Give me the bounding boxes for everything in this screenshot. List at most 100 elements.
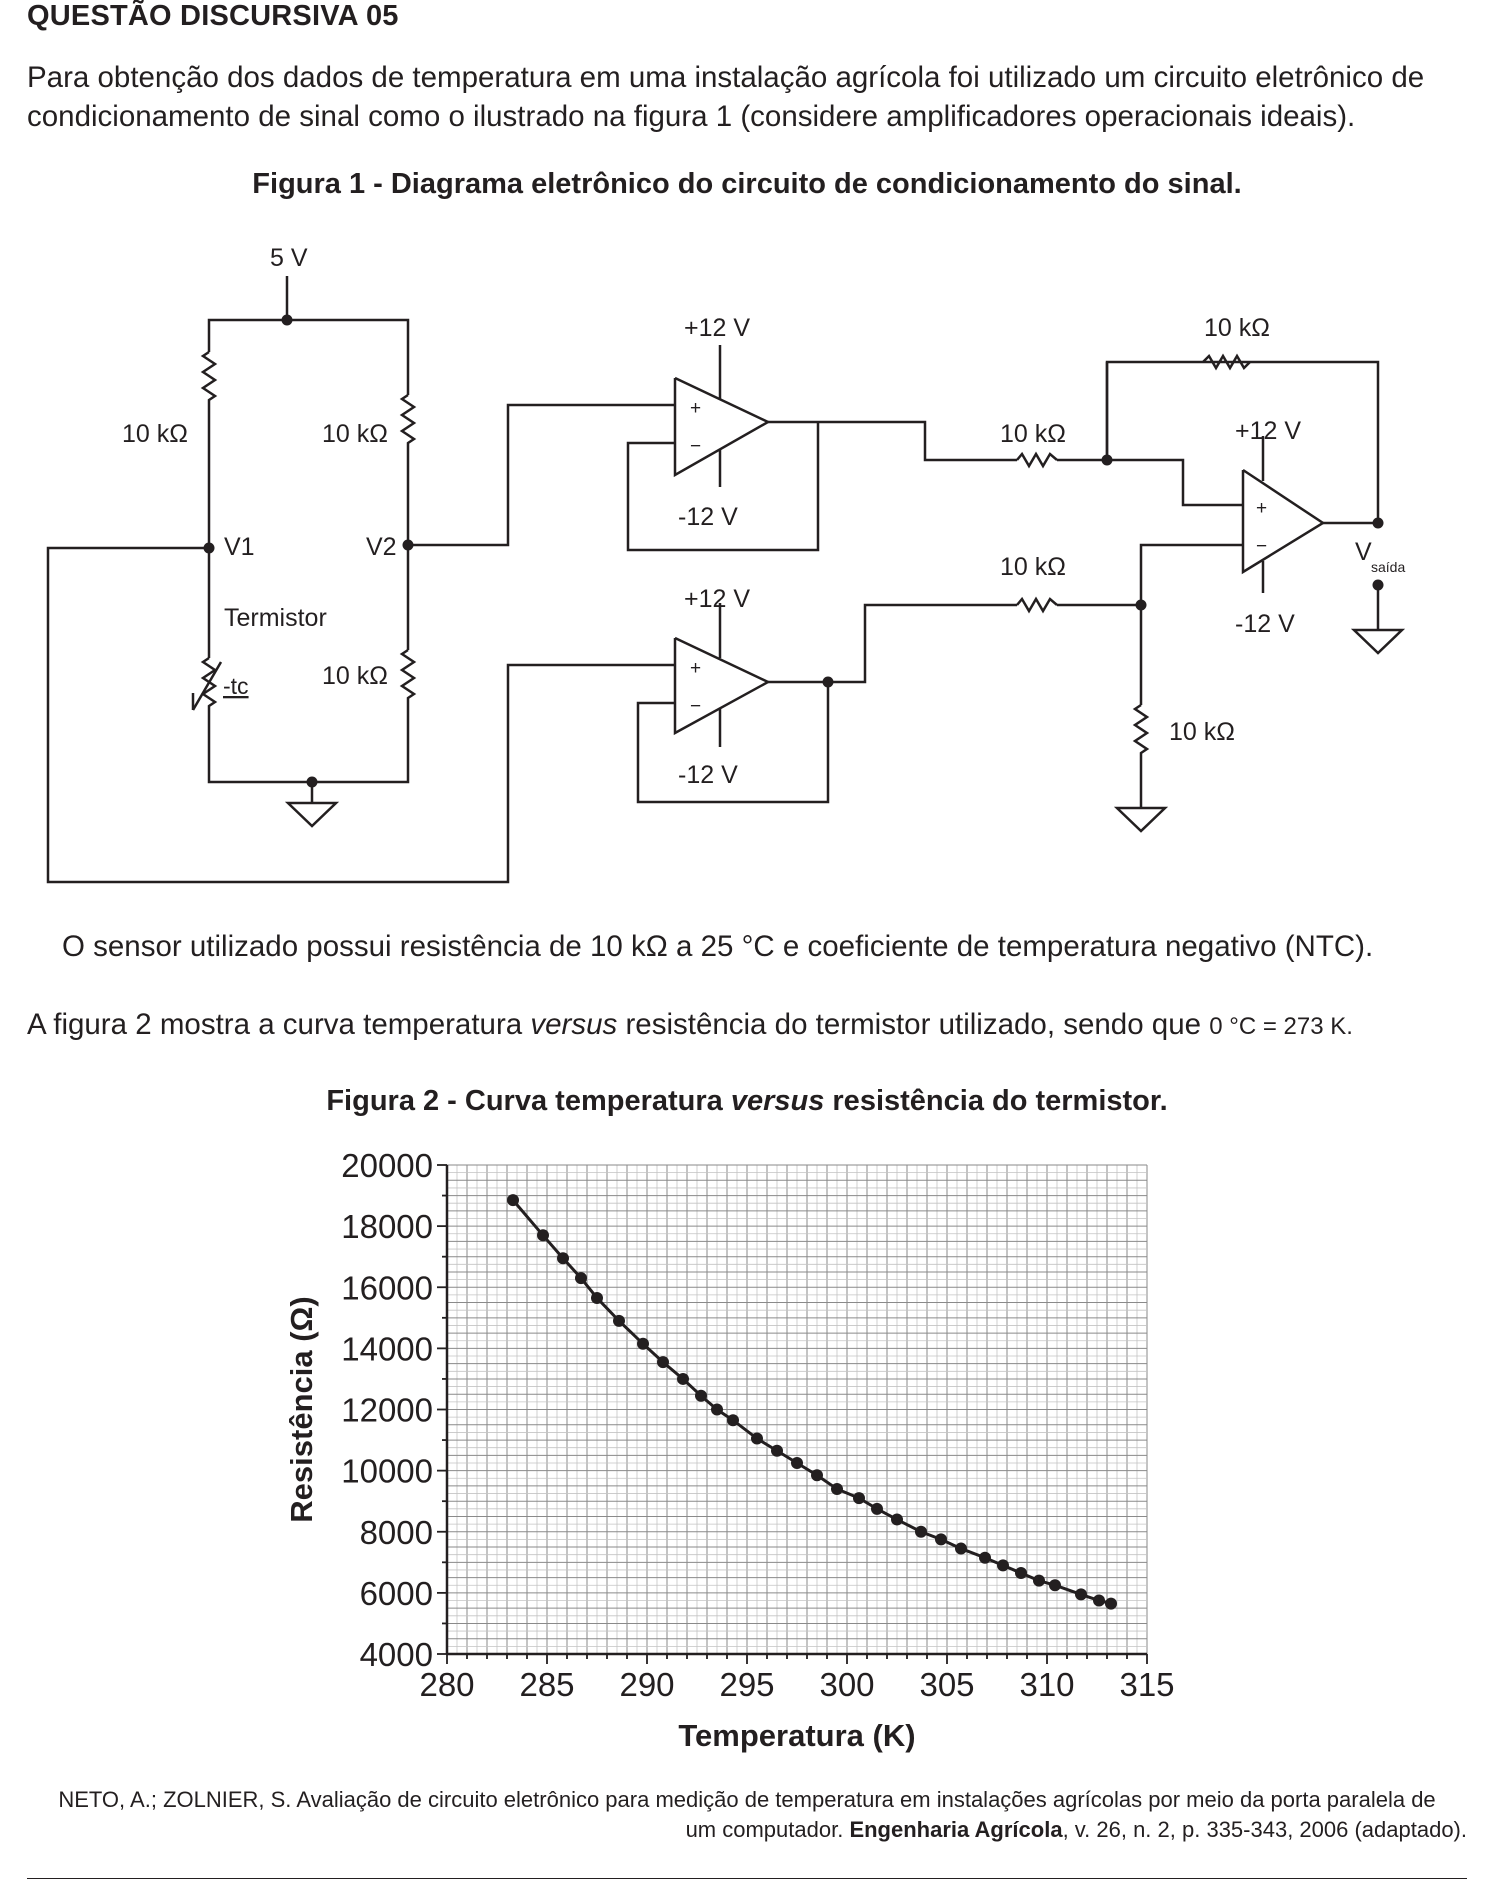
data-point bbox=[831, 1482, 843, 1495]
op2-plus-sign: + bbox=[690, 658, 701, 679]
figure2-intro-rest: resistência do termistor utilizado, send… bbox=[617, 1008, 1210, 1041]
op2-vneg-label: -12 V bbox=[678, 761, 738, 789]
data-point bbox=[613, 1314, 625, 1327]
data-point bbox=[891, 1513, 903, 1526]
x-tick-label: 285 bbox=[519, 1666, 574, 1703]
y-tick-label: 4000 bbox=[360, 1636, 433, 1673]
resistor-feedback bbox=[1202, 353, 1251, 371]
vout-label: V bbox=[1355, 538, 1372, 566]
x-tick-label: 280 bbox=[419, 1666, 474, 1703]
chart-tick-labels: 280 285 290 295 300 305 310 315 20000 18000 16000 1… bbox=[341, 1147, 1174, 1703]
op3-minus-sign: − bbox=[1256, 536, 1267, 557]
data-point bbox=[557, 1252, 569, 1265]
x-axis-label: Temperatura (K) bbox=[678, 1718, 915, 1753]
input-noninv-resistor-label: 10 kΩ bbox=[1000, 553, 1066, 581]
thermistor-slash bbox=[191, 661, 223, 711]
circuit-diagram: 5 V 10 kΩ 10 kΩ 10 kΩ V1 V2 Termistor -t… bbox=[46, 244, 1406, 884]
data-point bbox=[979, 1551, 991, 1564]
resistor-input-noninv bbox=[1016, 596, 1058, 614]
resistor-top-left bbox=[200, 350, 218, 458]
figure2-intro-conversion: 0 °C = 273 K. bbox=[1209, 1013, 1353, 1040]
question-title: QUESTÃO DISCURSIVA 05 bbox=[27, 0, 399, 32]
reference-line2: um computador. Engenharia Agrícola, v. 2… bbox=[27, 1815, 1467, 1845]
data-point bbox=[853, 1492, 865, 1505]
data-point bbox=[727, 1414, 739, 1427]
y-tick-label: 6000 bbox=[360, 1575, 433, 1612]
resistors bbox=[191, 350, 1251, 768]
reference-journal: Engenharia Agrícola bbox=[849, 1817, 1063, 1842]
op1-vpos-label: +12 V bbox=[684, 314, 750, 342]
data-point bbox=[575, 1272, 587, 1285]
reference: NETO, A.; ZOLNIER, S. Avaliação de circu… bbox=[27, 1785, 1467, 1845]
figure2-title-b: resistência do termistor. bbox=[824, 1085, 1168, 1117]
x-tick-label: 295 bbox=[719, 1666, 774, 1703]
data-point bbox=[537, 1229, 549, 1242]
op3-plus-sign: + bbox=[1256, 498, 1267, 519]
ground-resistor bbox=[1113, 806, 1169, 833]
data-point bbox=[591, 1291, 603, 1304]
x-tick-label: 300 bbox=[819, 1666, 874, 1703]
y-tick-label: 18000 bbox=[341, 1208, 433, 1245]
chart-series bbox=[507, 1194, 1117, 1610]
resistor-bottom-right bbox=[399, 648, 417, 713]
op1-vneg-label: -12 V bbox=[678, 503, 738, 531]
data-point bbox=[751, 1432, 763, 1445]
y-axis-label: Resistência (Ω) bbox=[284, 1296, 319, 1522]
circuit-nodes bbox=[203, 314, 1384, 788]
sensor-description: O sensor utilizado possui resistência de… bbox=[62, 930, 1374, 963]
intro-paragraph: Para obtenção dos dados de temperatura e… bbox=[27, 61, 1425, 133]
node-v2-label: V2 bbox=[366, 533, 397, 561]
resistance-temperature-chart: 280 285 290 295 300 305 310 315 20000 18000 16000 1… bbox=[284, 1147, 1175, 1753]
figure2-title-italic: versus bbox=[730, 1085, 825, 1117]
x-tick-label: 315 bbox=[1119, 1666, 1174, 1703]
data-point bbox=[1015, 1567, 1027, 1580]
data-point bbox=[791, 1456, 803, 1469]
data-point bbox=[955, 1542, 967, 1555]
data-point bbox=[711, 1403, 723, 1416]
resistor-top-right-label: 10 kΩ bbox=[322, 420, 388, 448]
resistor-bottom-right-label: 10 kΩ bbox=[322, 662, 388, 690]
input-inv-resistor-label: 10 kΩ bbox=[1000, 420, 1066, 448]
figure2-title: Figura 2 - Curva temperatura versus resi… bbox=[0, 1085, 1494, 1118]
ground-symbols bbox=[284, 628, 1406, 833]
ground-output bbox=[1350, 628, 1406, 655]
x-tick-label: 290 bbox=[619, 1666, 674, 1703]
resistor-ground bbox=[1132, 703, 1150, 768]
y-tick-label: 8000 bbox=[360, 1514, 433, 1551]
data-point bbox=[1075, 1588, 1087, 1601]
data-point bbox=[871, 1502, 883, 1515]
op1-minus-sign: − bbox=[690, 436, 701, 457]
figure2-intro: A figura 2 mostra a curva temperatura ve… bbox=[27, 1008, 1353, 1042]
x-tick-label: 310 bbox=[1019, 1666, 1074, 1703]
resistor-top-left-label: 10 kΩ bbox=[122, 420, 188, 448]
x-tick-label: 305 bbox=[919, 1666, 974, 1703]
data-point bbox=[915, 1525, 927, 1538]
supply-label: 5 V bbox=[270, 244, 308, 272]
node-v1-label: V1 bbox=[224, 533, 255, 561]
data-point bbox=[1049, 1579, 1061, 1592]
op1-plus-sign: + bbox=[690, 398, 701, 419]
thermistor-label: Termistor bbox=[224, 604, 327, 632]
figure1-title: Figura 1 - Diagrama eletrônico do circui… bbox=[252, 168, 1242, 200]
y-tick-label: 12000 bbox=[341, 1392, 433, 1429]
data-point bbox=[1105, 1597, 1117, 1610]
reference-line2-b: , v. 26, n. 2, p. 335-343, 2006 (adaptad… bbox=[1062, 1817, 1467, 1842]
data-point bbox=[811, 1469, 823, 1482]
figure2-intro-italic: versus bbox=[530, 1008, 618, 1041]
y-tick-label: 10000 bbox=[341, 1453, 433, 1490]
data-point bbox=[637, 1337, 649, 1350]
ground-bridge bbox=[284, 801, 340, 828]
figure2-title-a: Figura 2 - Curva temperatura bbox=[326, 1085, 731, 1117]
op3-vneg-label: -12 V bbox=[1235, 610, 1295, 638]
feedback-resistor-label: 10 kΩ bbox=[1204, 314, 1270, 342]
data-point bbox=[771, 1444, 783, 1457]
chart-axes bbox=[437, 1164, 1148, 1664]
data-point bbox=[935, 1533, 947, 1546]
bottom-rule bbox=[27, 1878, 1467, 1879]
data-point bbox=[677, 1372, 689, 1385]
op2-minus-sign: − bbox=[690, 696, 701, 717]
chart-grid bbox=[446, 1164, 1148, 1655]
y-tick-label: 14000 bbox=[341, 1330, 433, 1367]
data-point bbox=[1033, 1574, 1045, 1587]
vout-subscript: saída bbox=[1371, 559, 1405, 575]
